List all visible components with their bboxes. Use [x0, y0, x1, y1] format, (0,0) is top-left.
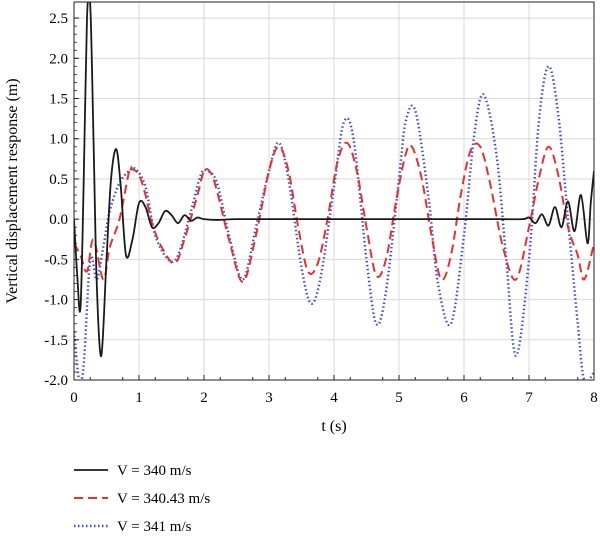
x-tick-label: 7 [525, 390, 533, 406]
legend-label: V = 340 m/s [117, 463, 192, 479]
x-tick-label: 2 [200, 390, 208, 406]
series-line-2 [74, 141, 594, 283]
x-tick-label: 5 [395, 390, 403, 406]
y-tick-label: -2.0 [44, 373, 68, 389]
y-tick-label: 0.5 [49, 172, 68, 188]
y-tick-label: 2.5 [49, 11, 68, 27]
grid [73, 2, 595, 381]
y-axis-title: Vertical displacement response (m) [4, 78, 21, 303]
y-tick-label: 2.0 [49, 51, 68, 67]
y-tick-label: -1.0 [44, 293, 68, 309]
series-line-1 [74, 2, 594, 357]
x-axis-title: t (s) [321, 418, 346, 435]
axis-ticks: 0 1 2 3 4 5 6 7 8 -2.0 -1.5 -1.0 -0.5 0.0 0.5 1.0 1.5 2.0… [44, 11, 598, 406]
series-lines [74, 2, 594, 380]
legend-label: V = 340.43 m/s [117, 491, 210, 507]
legend: V = 340 m/s V = 340.43 m/s V = 341 m/s [74, 463, 210, 535]
x-tick-label: 1 [135, 390, 143, 406]
x-tick-label: 4 [330, 390, 338, 406]
x-tick-label: 6 [460, 390, 468, 406]
x-tick-label: 8 [590, 390, 598, 406]
legend-label: V = 341 m/s [117, 519, 192, 535]
x-tick-label: 0 [70, 390, 78, 406]
y-tick-label: 1.0 [49, 132, 68, 148]
x-tick-label: 3 [265, 390, 273, 406]
y-tick-label: -0.5 [44, 252, 68, 268]
y-tick-label: -1.5 [44, 333, 68, 349]
y-tick-label: 1.5 [49, 92, 68, 108]
y-tick-label: 0.0 [49, 212, 68, 228]
series-line-3 [74, 65, 594, 380]
